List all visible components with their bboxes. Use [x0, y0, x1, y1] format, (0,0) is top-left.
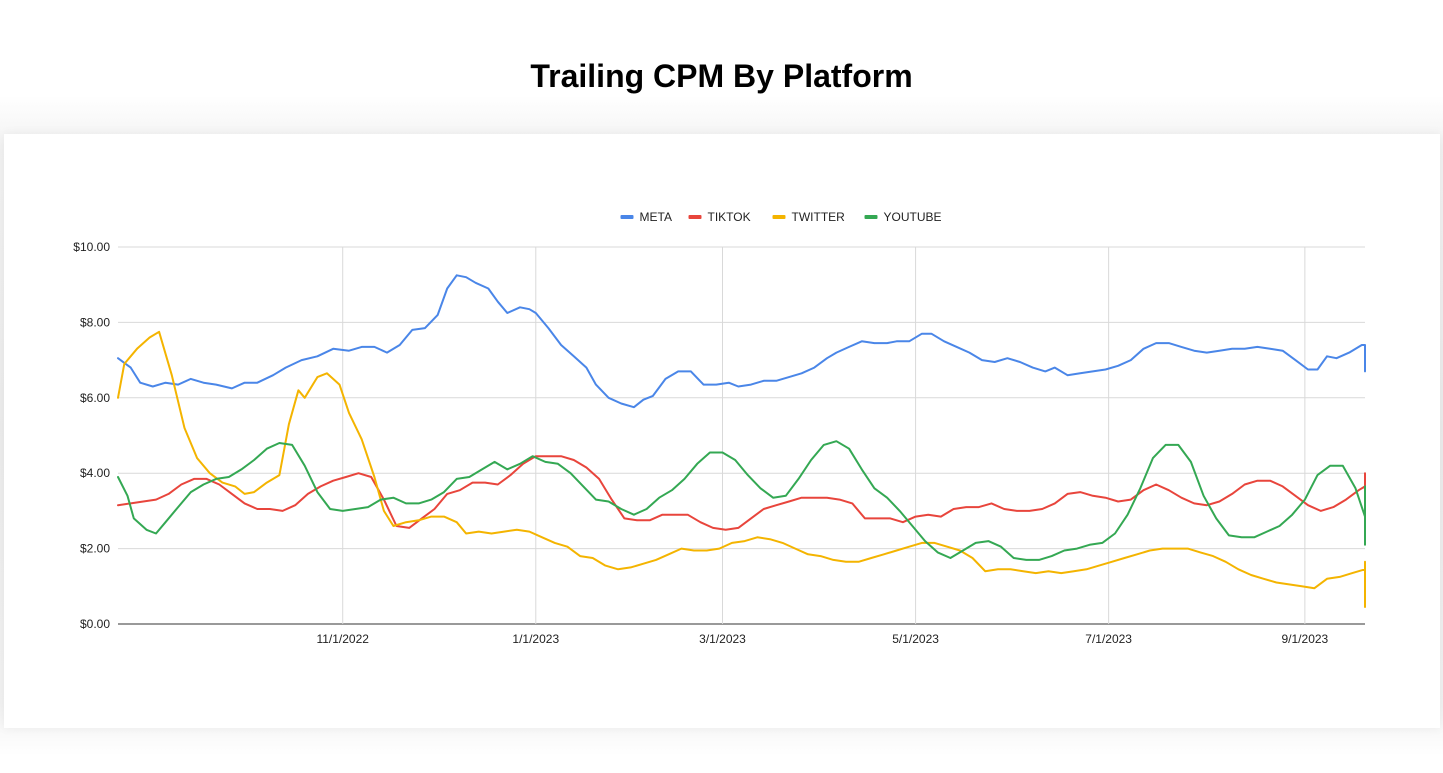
x-tick-label: 5/1/2023 — [892, 632, 939, 646]
chart-card: $0.00 $2.00 $4.00 $6.00 $8.00 $10.00 11/1/2022… — [4, 134, 1440, 728]
x-tick-label: 3/1/2023 — [699, 632, 746, 646]
grid — [118, 246, 1365, 625]
y-tick-label: $4.00 — [80, 466, 110, 480]
series-line-youtube — [117, 440, 1366, 561]
legend-swatch-tiktok — [688, 215, 702, 219]
legend-swatch-youtube — [864, 215, 878, 219]
x-tick-label: 9/1/2023 — [1282, 632, 1329, 646]
legend-label-youtube: YOUTUBE — [884, 210, 942, 224]
y-tick-label: $10.00 — [73, 240, 110, 254]
series-line-twitter — [117, 330, 1366, 608]
x-tick-label: 11/1/2022 — [316, 632, 369, 646]
y-tick-label: $2.00 — [80, 542, 110, 556]
y-tick-label: $6.00 — [80, 391, 110, 405]
x-tick-label: 1/1/2023 — [512, 632, 559, 646]
series-line-meta — [117, 274, 1366, 409]
page-title: Trailing CPM By Platform — [530, 58, 913, 94]
y-tick-label: $8.00 — [80, 315, 110, 329]
legend-label-tiktok: TIKTOK — [708, 210, 751, 224]
x-tick-label: 7/1/2023 — [1085, 632, 1132, 646]
legend-swatch-twitter — [772, 215, 786, 219]
axes: $0.00 $2.00 $4.00 $6.00 $8.00 $10.00 11/1/2022… — [73, 240, 1328, 646]
legend-label-meta: META — [640, 210, 672, 224]
y-tick-label: $0.00 — [80, 617, 110, 631]
line-chart: $0.00 $2.00 $4.00 $6.00 $8.00 $10.00 11/1/2022… — [73, 210, 1366, 646]
legend-label-twitter: TWITTER — [792, 210, 846, 224]
series-lines — [117, 274, 1366, 608]
legend-swatch-meta — [620, 215, 634, 219]
legend: META TIKTOK TWITTER YOUTUBE — [620, 210, 942, 224]
series-line-tiktok — [117, 455, 1366, 531]
